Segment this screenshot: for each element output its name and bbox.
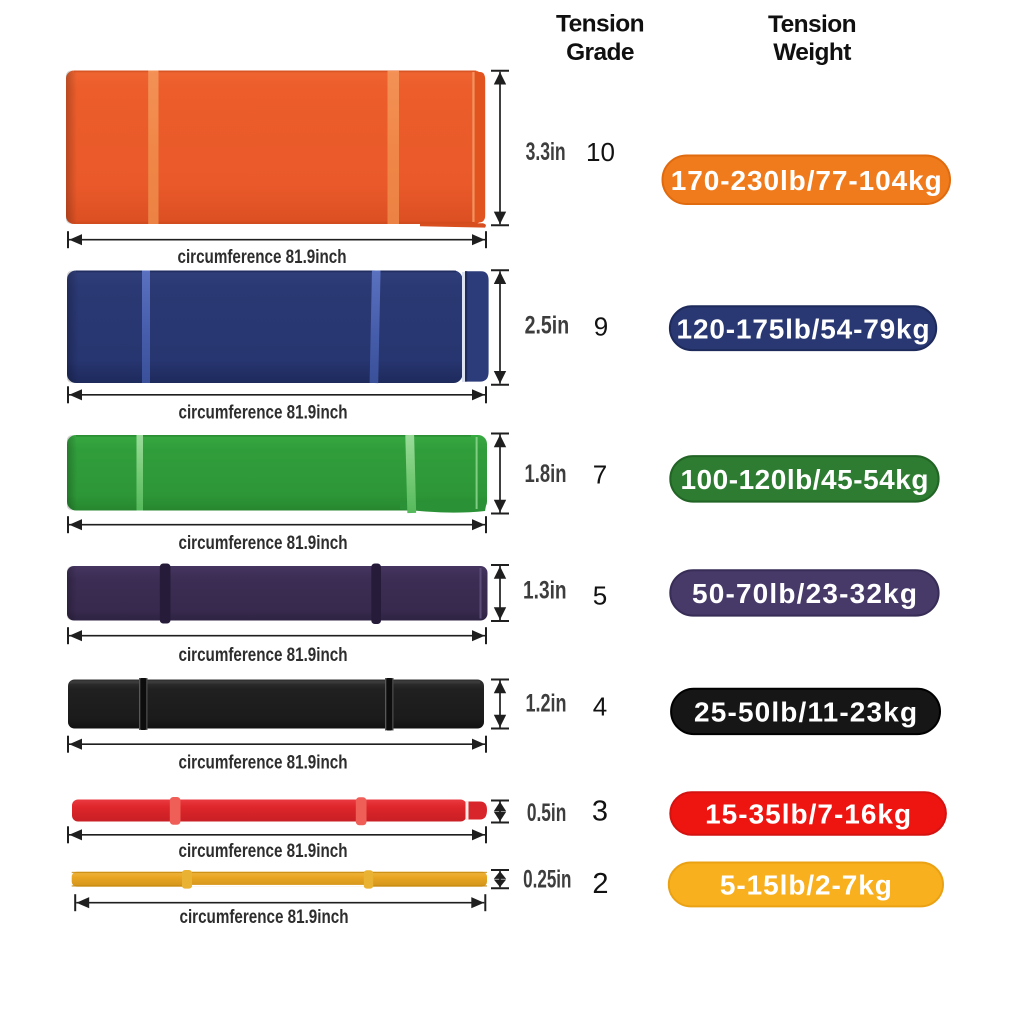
svg-text:100-120lb/45-54kg: 100-120lb/45-54kg <box>680 464 928 495</box>
svg-text:25-50lb/11-23kg: 25-50lb/11-23kg <box>694 697 917 728</box>
svg-text:5: 5 <box>593 581 607 611</box>
svg-text:120-175lb/54-79kg: 120-175lb/54-79kg <box>677 313 930 344</box>
svg-text:1.2in: 1.2in <box>526 690 567 718</box>
svg-text:circumference 81.9inch: circumference 81.9inch <box>179 840 348 862</box>
svg-text:Grade: Grade <box>566 39 634 66</box>
svg-text:circumference 81.9inch: circumference 81.9inch <box>178 246 347 268</box>
svg-text:0.5in: 0.5in <box>527 799 567 827</box>
svg-text:170-230lb/77-104kg: 170-230lb/77-104kg <box>671 165 942 196</box>
svg-text:4: 4 <box>593 692 607 722</box>
svg-text:9: 9 <box>594 312 608 342</box>
svg-text:Tension: Tension <box>768 11 856 38</box>
svg-text:circumference 81.9inch: circumference 81.9inch <box>180 906 349 928</box>
svg-text:2: 2 <box>592 868 608 900</box>
svg-text:50-70lb/23-32kg: 50-70lb/23-32kg <box>692 578 917 609</box>
svg-text:10: 10 <box>586 137 615 167</box>
svg-text:5-15lb/2-7kg: 5-15lb/2-7kg <box>720 870 892 901</box>
svg-text:1.3in: 1.3in <box>523 577 567 605</box>
svg-text:1.8in: 1.8in <box>525 460 567 488</box>
svg-text:2.5in: 2.5in <box>525 312 570 340</box>
svg-text:circumference 81.9inch: circumference 81.9inch <box>179 752 348 774</box>
svg-text:circumference 81.9inch: circumference 81.9inch <box>179 402 348 424</box>
svg-text:Weight: Weight <box>773 39 851 66</box>
svg-text:circumference 81.9inch: circumference 81.9inch <box>179 644 348 666</box>
svg-text:circumference 81.9inch: circumference 81.9inch <box>179 532 348 554</box>
svg-text:15-35lb/7-16kg: 15-35lb/7-16kg <box>705 799 911 830</box>
svg-text:7: 7 <box>593 460 607 490</box>
svg-text:Tension: Tension <box>556 11 644 38</box>
svg-text:3: 3 <box>592 796 608 828</box>
svg-text:3.3in: 3.3in <box>526 138 566 166</box>
svg-text:0.25in: 0.25in <box>523 866 571 894</box>
